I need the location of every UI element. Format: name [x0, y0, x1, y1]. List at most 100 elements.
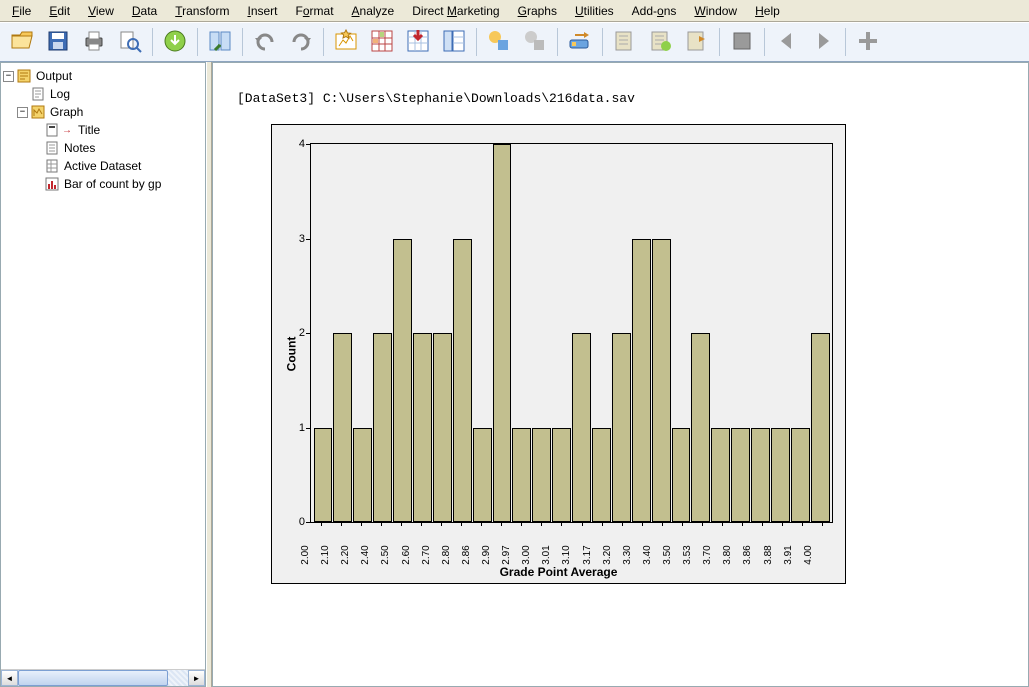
visual-binning-icon	[684, 28, 710, 57]
menu-view[interactable]: View	[80, 2, 122, 20]
toolbar-back-button[interactable]	[771, 26, 803, 58]
title-icon	[44, 122, 60, 138]
bar-2.97	[512, 428, 531, 523]
bar-2.50	[393, 239, 412, 523]
menu-direct-marketing[interactable]: Direct Marketing	[404, 2, 507, 20]
print-icon	[81, 28, 107, 57]
toolbar-separator	[845, 28, 846, 56]
tree-item-log[interactable]: Log	[3, 85, 203, 103]
toolbar-select-cases-button[interactable]	[564, 26, 596, 58]
bar-3.40	[652, 239, 671, 523]
toolbar-save-button[interactable]	[42, 26, 74, 58]
toolbar-undo-button[interactable]	[249, 26, 281, 58]
outline-sidebar: −Output Log − Graph →Title Notes Active Datase…	[0, 62, 206, 687]
notes-icon	[44, 140, 60, 156]
bar-3.17	[592, 428, 611, 523]
menu-edit[interactable]: Edit	[41, 2, 78, 20]
menu-add-ons[interactable]: Add-ons	[624, 2, 685, 20]
tree-item-label: Log	[48, 87, 72, 101]
menu-insert[interactable]: Insert	[239, 2, 285, 20]
bar-2.80	[453, 239, 472, 523]
bar-3.20	[612, 333, 631, 522]
menu-file[interactable]: File	[4, 2, 39, 20]
tree-item-title[interactable]: →Title	[3, 121, 203, 139]
toolbar-chart-grid-button[interactable]	[366, 26, 398, 58]
chart-icon	[44, 176, 60, 192]
toolbar-separator	[602, 28, 603, 56]
menu-utilities[interactable]: Utilities	[567, 2, 622, 20]
output-icon	[16, 68, 32, 84]
chart-x-ticks: 2.002.102.202.402.502.602.702.802.862.90…	[310, 523, 833, 563]
back-icon	[774, 28, 800, 57]
graph-folder-icon	[30, 104, 46, 120]
chart-star-icon	[333, 28, 359, 57]
toolbar-print-button[interactable]	[78, 26, 110, 58]
preview-icon	[117, 28, 143, 57]
chart-grid-icon	[369, 28, 395, 57]
menu-analyze[interactable]: Analyze	[344, 2, 403, 20]
toolbar-separator	[323, 28, 324, 56]
toolbar-add-button[interactable]	[852, 26, 884, 58]
toolbar-redo-button[interactable]	[285, 26, 317, 58]
tree-item-notes[interactable]: Notes	[3, 139, 203, 157]
tree-item-active-dataset[interactable]: Active Dataset	[3, 157, 203, 175]
tree-item-label: Notes	[62, 141, 97, 155]
toolbar-weight-button[interactable]	[609, 26, 641, 58]
toolbar-stop-button[interactable]	[726, 26, 758, 58]
tree-item-bar-of-count-by-gp[interactable]: Bar of count by gp	[3, 175, 203, 193]
toolbar-chart-star-button[interactable]	[330, 26, 362, 58]
toolbar-open-button[interactable]	[6, 26, 38, 58]
add-icon	[855, 28, 881, 57]
toolbar-separator	[476, 28, 477, 56]
open-icon	[9, 28, 35, 57]
toolbar-goto-case-button[interactable]	[402, 26, 434, 58]
tree-item-label: Bar of count by gp	[62, 177, 163, 191]
bar-chart[interactable]: Count 01234 2.002.102.202.402.502.602.70…	[271, 124, 846, 584]
bar-3.50	[672, 428, 691, 523]
bar-2.60	[413, 333, 432, 522]
scroll-left-button[interactable]: ◄	[1, 670, 18, 686]
toolbar-preview-button[interactable]	[114, 26, 146, 58]
tree-item-graph[interactable]: − Graph	[3, 103, 203, 121]
stop-icon	[729, 28, 755, 57]
tree-item-output[interactable]: −Output	[3, 67, 203, 85]
toolbar-separator	[242, 28, 243, 56]
export-icon	[162, 28, 188, 57]
main-split: −Output Log − Graph →Title Notes Active Datase…	[0, 62, 1029, 687]
sidebar-horizontal-scrollbar[interactable]: ◄ ►	[1, 669, 205, 686]
toolbar-visual-binning-button[interactable]	[681, 26, 713, 58]
variables-icon	[441, 28, 467, 57]
menu-help[interactable]: Help	[747, 2, 788, 20]
dataset-icon	[44, 158, 60, 174]
menu-data[interactable]: Data	[124, 2, 165, 20]
shapes-find-icon	[486, 28, 512, 57]
menu-transform[interactable]: Transform	[167, 2, 237, 20]
toolbar-compute-button[interactable]	[645, 26, 677, 58]
menu-window[interactable]: Window	[686, 2, 745, 20]
menu-graphs[interactable]: Graphs	[510, 2, 565, 20]
bar-2.70	[433, 333, 452, 522]
bar-3.10	[572, 333, 591, 522]
tree-twist-icon[interactable]: −	[3, 71, 14, 82]
toolbar-shapes-find-button[interactable]	[483, 26, 515, 58]
undo-icon	[252, 28, 278, 57]
menu-format[interactable]: Format	[288, 2, 342, 20]
toolbar-export-button[interactable]	[159, 26, 191, 58]
toolbar-variables-button[interactable]	[438, 26, 470, 58]
toolbar-dialog-recall-button[interactable]	[204, 26, 236, 58]
tree-item-label: Graph	[48, 105, 85, 119]
scroll-right-button[interactable]: ►	[188, 670, 205, 686]
goto-case-icon	[405, 28, 431, 57]
toolbar-separator	[152, 28, 153, 56]
dialog-recall-icon	[207, 28, 233, 57]
bar-3.80	[731, 428, 750, 523]
scroll-thumb[interactable]	[18, 670, 168, 686]
bar-3.70	[711, 428, 730, 523]
bar-3.86	[751, 428, 770, 523]
toolbar-shapes-next-button[interactable]	[519, 26, 551, 58]
scroll-track[interactable]	[18, 670, 188, 686]
bar-2.90	[493, 144, 512, 522]
toolbar-forward-button[interactable]	[807, 26, 839, 58]
bar-2.86	[473, 428, 492, 523]
tree-twist-icon[interactable]: −	[17, 107, 28, 118]
